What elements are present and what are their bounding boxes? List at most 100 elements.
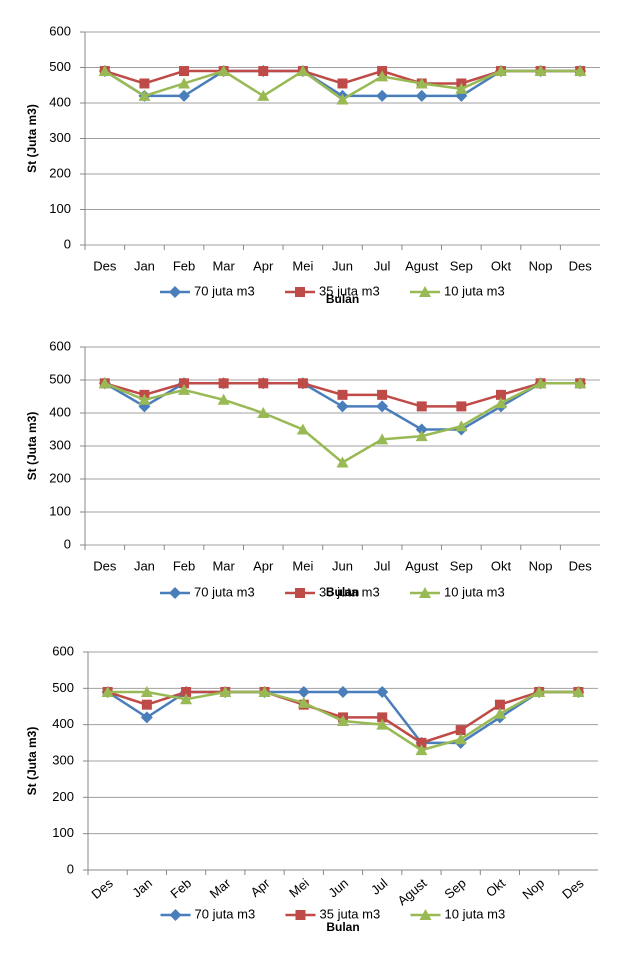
x-tick-label: Des — [569, 258, 593, 273]
marker — [179, 378, 190, 389]
x-tick-label: Des — [559, 875, 587, 902]
x-tick-label: Mei — [292, 258, 313, 273]
marker — [297, 378, 308, 389]
y-tick-label: 100 — [52, 825, 74, 840]
marker — [295, 287, 305, 297]
marker — [376, 89, 389, 102]
y-tick-label: 100 — [49, 201, 71, 216]
marker — [178, 77, 191, 89]
y-tick-label: 100 — [49, 503, 71, 518]
marker — [572, 685, 585, 697]
x-tick-label: Nop — [529, 258, 553, 273]
marker — [377, 389, 388, 400]
x-tick-label: Jul — [374, 558, 391, 573]
marker — [454, 733, 467, 745]
x-tick-label: Sep — [450, 558, 473, 573]
x-tick-label: Mei — [286, 875, 312, 900]
marker — [415, 430, 428, 442]
marker — [140, 685, 153, 697]
marker — [415, 89, 428, 102]
marker — [415, 423, 428, 436]
legend-label: 10 juta m3 — [444, 584, 505, 599]
x-tick-label: Jun — [332, 558, 353, 573]
marker — [169, 909, 182, 921]
x-tick-label: Sep — [441, 875, 468, 901]
marker — [415, 77, 428, 89]
y-tick-label: 500 — [52, 680, 74, 695]
marker — [574, 377, 587, 389]
marker — [336, 456, 349, 468]
marker — [337, 715, 349, 727]
x-tick-label: Okt — [483, 875, 508, 900]
marker — [138, 89, 151, 101]
marker — [494, 65, 507, 77]
x-tick-label: Des — [93, 258, 117, 273]
x-tick-label: Feb — [173, 258, 195, 273]
marker — [169, 587, 181, 599]
x-tick-label: Agust — [394, 875, 429, 908]
marker — [141, 699, 152, 710]
marker — [295, 588, 305, 598]
marker — [574, 65, 587, 77]
marker — [376, 400, 389, 413]
x-tick-label: Jan — [134, 258, 155, 273]
y-tick-label: 0 — [64, 236, 71, 251]
marker — [337, 389, 348, 400]
marker — [534, 65, 547, 77]
y-tick-label: 500 — [49, 371, 71, 386]
x-tick-label: Mar — [212, 258, 235, 273]
marker — [455, 420, 468, 432]
legend-label: 10 juta m3 — [444, 283, 505, 298]
y-tick-label: 0 — [64, 536, 71, 551]
x-tick-label: Feb — [173, 558, 195, 573]
marker — [98, 377, 111, 389]
x-tick-label: Nop — [529, 558, 553, 573]
y-axis-title: St (Juta m3) — [25, 412, 39, 481]
x-tick-label: Des — [93, 558, 117, 573]
x-tick-label: Jan — [129, 875, 155, 900]
x-tick-label: Apr — [253, 258, 274, 273]
marker — [98, 65, 111, 77]
x-tick-label: Jun — [332, 258, 353, 273]
y-tick-label: 600 — [52, 643, 74, 658]
y-tick-label: 600 — [49, 23, 71, 38]
marker — [178, 89, 191, 102]
marker — [455, 82, 468, 94]
marker — [257, 89, 270, 101]
x-tick-label: Mar — [212, 558, 235, 573]
marker — [415, 744, 428, 756]
x-tick-label: Jun — [325, 875, 351, 900]
marker — [181, 686, 192, 697]
marker — [495, 389, 506, 400]
marker — [456, 401, 467, 412]
x-tick-label: Agust — [405, 558, 439, 573]
marker — [494, 397, 507, 409]
marker — [336, 400, 349, 413]
marker — [296, 423, 309, 435]
marker — [297, 685, 310, 698]
marker — [455, 725, 466, 736]
marker — [138, 393, 151, 405]
x-tick-label: Okt — [491, 558, 512, 573]
x-tick-label: Agust — [405, 258, 439, 273]
x-tick-label: Mar — [207, 875, 234, 901]
marker — [218, 378, 229, 389]
marker — [179, 66, 190, 77]
legend-label: 10 juta m3 — [445, 906, 506, 921]
y-tick-label: 200 — [52, 789, 74, 804]
marker — [419, 286, 431, 297]
marker — [534, 377, 547, 389]
y-tick-label: 400 — [49, 404, 71, 419]
legend-label: 35 juta m3 — [319, 283, 380, 298]
marker — [217, 65, 230, 77]
marker — [376, 70, 389, 82]
marker — [493, 707, 506, 719]
marker — [217, 393, 230, 405]
marker — [297, 696, 310, 708]
x-axis-title: Bulan — [326, 585, 359, 599]
y-tick-label: 200 — [49, 165, 71, 180]
legend-label: 35 juta m3 — [319, 584, 380, 599]
marker — [336, 93, 349, 105]
y-tick-label: 400 — [52, 716, 74, 731]
legend-label: 35 juta m3 — [320, 906, 381, 921]
